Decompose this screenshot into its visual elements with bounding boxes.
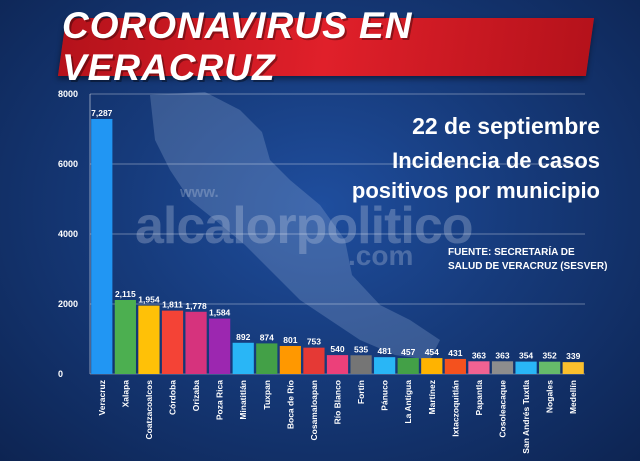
value-label-11: 535 <box>354 344 368 354</box>
y-tick-label-6000: 6000 <box>58 159 78 169</box>
bar-11 <box>350 355 372 374</box>
category-label-1: Xalapa <box>120 380 130 408</box>
category-label-11: Fortín <box>356 380 366 404</box>
value-label-6: 892 <box>236 332 250 342</box>
category-label-19: Nogales <box>545 380 555 413</box>
category-label-9: Cosamaloapan <box>309 380 319 440</box>
category-label-13: La Antigua <box>403 380 413 424</box>
bar-13 <box>397 358 419 374</box>
bar-2 <box>138 305 160 374</box>
value-label-13: 457 <box>401 347 415 357</box>
value-label-17: 363 <box>495 350 509 360</box>
watermark-www: www. <box>180 184 219 201</box>
source-note: FUENTE: SECRETARÍA DE SALUD DE VERACRUZ … <box>448 246 607 274</box>
value-label-2: 1,954 <box>138 295 160 305</box>
bar-14 <box>421 358 443 374</box>
bar-5 <box>209 318 231 374</box>
value-label-1: 2,115 <box>115 289 136 299</box>
value-label-8: 801 <box>283 335 297 345</box>
category-label-5: Poza Rica <box>215 380 225 420</box>
category-label-17: Cosoleacaque <box>498 380 508 438</box>
category-label-2: Coatzacoalcos <box>144 380 154 440</box>
bar-9 <box>303 347 325 374</box>
bar-6 <box>232 342 254 374</box>
bar-8 <box>279 345 301 374</box>
category-label-12: Pánuco <box>380 380 390 411</box>
value-label-16: 363 <box>472 350 486 360</box>
y-tick-label-4000: 4000 <box>58 229 78 239</box>
source-line-1: FUENTE: SECRETARÍA DE <box>448 247 575 258</box>
value-label-15: 431 <box>448 348 462 358</box>
category-label-6: Minatitlán <box>238 380 248 420</box>
category-label-8: Boca de Río <box>285 380 295 429</box>
y-tick-label-0: 0 <box>58 369 63 379</box>
category-label-15: Ixtaczoquitlán <box>450 380 460 437</box>
bar-16 <box>468 361 490 374</box>
value-label-4: 1,778 <box>185 301 207 311</box>
value-label-10: 540 <box>330 344 344 354</box>
value-label-18: 354 <box>519 351 533 361</box>
bar-3 <box>161 310 184 374</box>
bar-19 <box>539 361 561 374</box>
value-label-12: 481 <box>378 346 392 356</box>
bar-1 <box>114 299 136 374</box>
bar-15 <box>444 358 466 374</box>
value-label-14: 454 <box>425 347 439 357</box>
subtitle-line-1: Incidencia de casos <box>392 148 600 173</box>
bar-7 <box>256 343 278 374</box>
subtitle-line-2: positivos por municipio <box>351 178 600 203</box>
category-label-16: Papantla <box>474 380 484 416</box>
category-label-20: Medellín <box>568 380 578 414</box>
value-label-19: 352 <box>543 351 557 361</box>
watermark-com: .com <box>348 240 414 271</box>
bar-17 <box>491 361 514 374</box>
date-label: 22 de septiembre <box>412 113 600 139</box>
source-line-2: SALUD DE VERACRUZ (SESVER) <box>448 261 608 272</box>
value-label-5: 1,584 <box>209 308 231 318</box>
bar-10 <box>326 355 349 374</box>
bar-18 <box>515 361 537 374</box>
bar-20 <box>562 362 584 374</box>
value-label-0: 7,287 <box>91 108 113 118</box>
watermark-logo: alcalorpolitico <box>135 197 474 255</box>
category-label-3: Córdoba <box>168 380 178 415</box>
category-label-14: Martínez <box>427 380 437 414</box>
value-label-9: 753 <box>307 337 321 347</box>
value-label-7: 874 <box>260 332 274 342</box>
category-label-4: Orizaba <box>191 380 201 411</box>
category-label-10: Río Blanco <box>333 380 343 424</box>
y-tick-label-8000: 8000 <box>58 89 78 99</box>
bar-12 <box>374 357 396 374</box>
category-label-18: San Andrés Tuxtla <box>521 380 531 454</box>
category-label-7: Tuxpan <box>262 380 272 410</box>
bar-4 <box>185 311 207 374</box>
value-label-3: 1,811 <box>162 300 183 310</box>
bar-0 <box>91 118 113 374</box>
value-label-20: 339 <box>566 351 580 361</box>
category-label-0: Veracruz <box>97 380 107 415</box>
y-tick-label-2000: 2000 <box>58 299 78 309</box>
